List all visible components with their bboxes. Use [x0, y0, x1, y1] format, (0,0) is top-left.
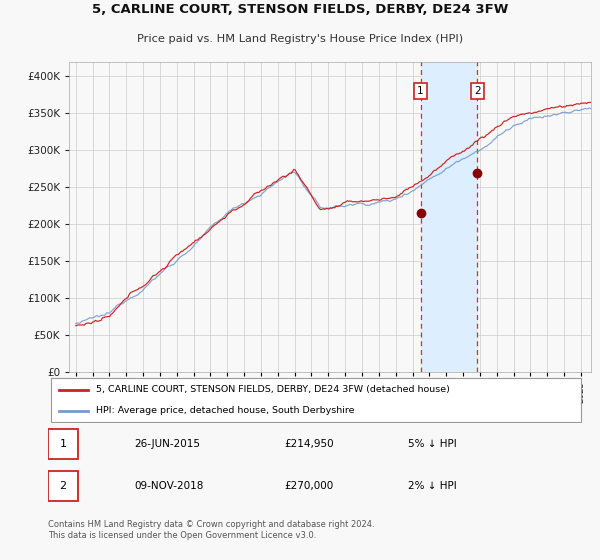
Text: 5, CARLINE COURT, STENSON FIELDS, DERBY, DE24 3FW: 5, CARLINE COURT, STENSON FIELDS, DERBY,… [92, 3, 508, 16]
Bar [421, 62, 478, 372]
Text: 5% ↓ HPI: 5% ↓ HPI [408, 439, 457, 449]
Text: 5, CARLINE COURT, STENSON FIELDS, DERBY, DE24 3FW (detached house): 5, CARLINE COURT, STENSON FIELDS, DERBY,… [97, 385, 450, 394]
Text: 09-NOV-2018: 09-NOV-2018 [134, 481, 203, 491]
Text: 2% ↓ HPI: 2% ↓ HPI [408, 481, 457, 491]
FancyBboxPatch shape [48, 428, 77, 459]
Text: 26-JUN-2015: 26-JUN-2015 [134, 439, 200, 449]
Text: Contains HM Land Registry data © Crown copyright and database right 2024.
This d: Contains HM Land Registry data © Crown c… [48, 520, 374, 539]
FancyBboxPatch shape [48, 470, 77, 501]
Text: 2: 2 [474, 86, 481, 96]
FancyBboxPatch shape [50, 378, 581, 422]
Text: Price paid vs. HM Land Registry's House Price Index (HPI): Price paid vs. HM Land Registry's House … [137, 34, 463, 44]
Text: £214,950: £214,950 [284, 439, 334, 449]
Text: £270,000: £270,000 [284, 481, 334, 491]
Text: 1: 1 [59, 439, 67, 449]
Text: 1: 1 [417, 86, 424, 96]
Text: HPI: Average price, detached house, South Derbyshire: HPI: Average price, detached house, Sout… [97, 407, 355, 416]
Text: 2: 2 [59, 481, 67, 491]
